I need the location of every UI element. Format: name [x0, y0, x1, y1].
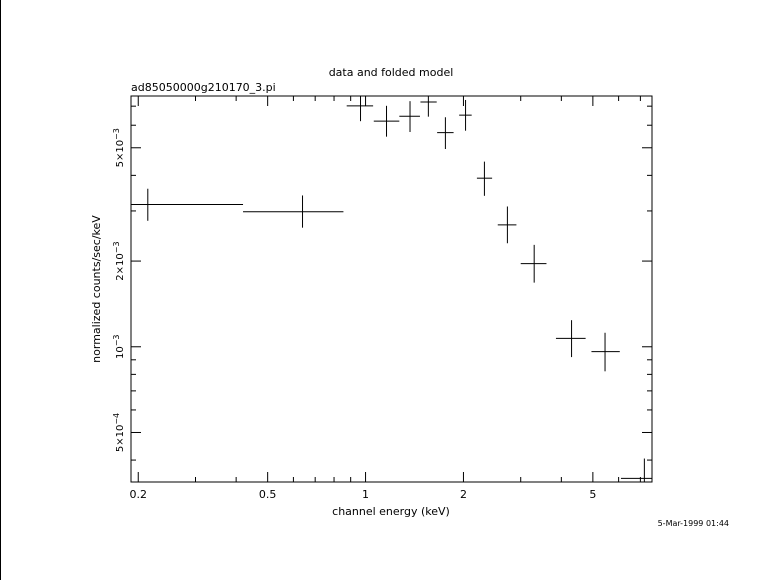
data-points	[131, 96, 652, 482]
chart-title: data and folded model	[329, 66, 454, 79]
x-axis-label: channel energy (keV)	[332, 505, 450, 518]
x-tick-label: 5	[589, 488, 596, 501]
x-tick-label: 0.5	[259, 488, 277, 501]
data-point	[520, 244, 547, 283]
data-point	[243, 195, 344, 228]
x-tick-label: 0.2	[129, 488, 147, 501]
data-point	[591, 332, 620, 372]
data-point	[459, 99, 472, 131]
chart-subtitle: ad85050000g210170_3.pi	[131, 81, 276, 94]
data-point	[620, 458, 652, 482]
data-point	[373, 105, 400, 137]
plot-frame	[130, 95, 653, 483]
data-point	[346, 96, 374, 122]
y-axis-tick-labels: 5×10−4 10−3 2×10−3 5×10−3	[112, 128, 126, 452]
timestamp: 5-Mar-1999 01:44	[658, 519, 729, 528]
data-point	[131, 188, 244, 221]
data-point	[476, 161, 493, 196]
x-tick-label: 2	[460, 488, 467, 501]
y-tick-label: 5×10−3	[112, 128, 126, 167]
data-point	[497, 206, 517, 244]
data-point	[399, 101, 420, 133]
x-axis-ticks	[137, 96, 641, 482]
x-axis-tick-labels: 0.2 0.5 1 2 5	[129, 488, 596, 501]
y-axis-ticks	[131, 105, 652, 461]
y-axis-label: normalized counts/sec/keV	[90, 215, 103, 363]
y-tick-label: 2×10−3	[112, 241, 126, 280]
y-tick-label: 5×10−4	[112, 413, 126, 452]
data-point	[555, 320, 586, 358]
data-point	[437, 117, 454, 150]
data-point	[420, 96, 437, 117]
x-tick-label: 1	[362, 488, 369, 501]
y-tick-label: 10−3	[112, 335, 126, 360]
